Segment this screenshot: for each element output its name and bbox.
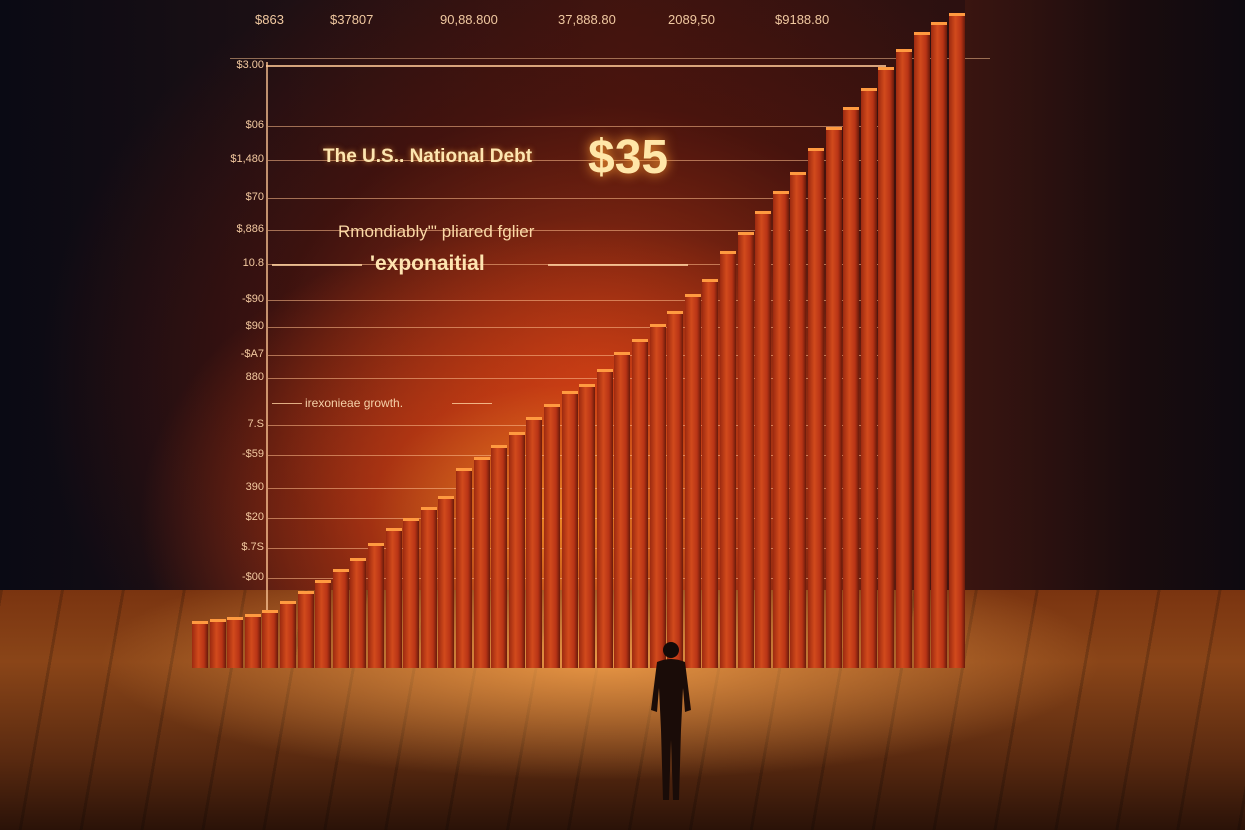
bar <box>280 600 296 668</box>
bar <box>878 67 895 668</box>
bar <box>684 293 701 668</box>
headline-value: $35 <box>588 131 669 184</box>
bar <box>614 351 631 668</box>
bar <box>420 507 437 668</box>
bar <box>368 542 384 668</box>
x-axis-line <box>266 65 886 67</box>
y-tick-label: $1,480 <box>230 153 264 165</box>
bar <box>544 404 560 668</box>
note-rule-right <box>452 403 492 404</box>
gridline <box>268 378 878 379</box>
bar <box>913 31 930 668</box>
dark-wall <box>965 0 1245 600</box>
y-tick-label: $,886 <box>236 223 264 235</box>
bar <box>403 518 420 668</box>
bar <box>843 106 860 668</box>
bar <box>350 557 367 668</box>
bar <box>579 383 596 668</box>
bar <box>332 568 349 668</box>
y-tick-label: -$00 <box>241 571 264 583</box>
y-tick-label: $06 <box>245 119 264 131</box>
bar <box>508 432 525 668</box>
gridline <box>268 230 878 231</box>
bar <box>385 527 402 668</box>
gridline <box>268 126 878 127</box>
x-tick-label: $863 <box>255 12 284 27</box>
y-tick-label: -$90 <box>241 293 264 305</box>
y-tick-label: -$A7 <box>240 348 264 360</box>
standing-man-silhouette <box>651 642 691 800</box>
y-tick-label: 7.S <box>247 418 264 430</box>
x-tick-label: 2089,50 <box>668 12 715 27</box>
y-tick-label: $3.00 <box>236 59 264 71</box>
gridline <box>268 300 878 301</box>
annotation-exponential: 'exponaitial <box>370 252 485 275</box>
x-tick-label: 37,888.80 <box>558 12 616 27</box>
y-axis-line <box>266 62 268 622</box>
bar <box>438 495 455 668</box>
bar <box>262 609 279 668</box>
bar <box>702 278 719 668</box>
y-tick-label: -$59 <box>241 448 264 460</box>
chart-title: The U.S.. National Debt <box>323 146 533 167</box>
bar <box>667 310 684 668</box>
bar <box>825 127 842 668</box>
bar <box>860 87 877 668</box>
x-tick-label: 90,88.800 <box>440 12 498 27</box>
bar <box>456 467 472 668</box>
bar <box>491 445 508 668</box>
gridline <box>268 327 878 328</box>
bar <box>896 48 912 668</box>
top-rule <box>230 58 990 59</box>
bar <box>948 13 965 668</box>
bar <box>632 338 648 668</box>
gridline <box>268 355 878 356</box>
note-rule-left <box>272 403 302 404</box>
y-tick-label: $.7S <box>241 541 264 553</box>
bar <box>561 391 578 668</box>
bar <box>227 617 244 668</box>
annotation-rule-right <box>548 264 688 266</box>
bar <box>192 621 208 668</box>
bar <box>808 147 824 668</box>
annotation-rule-left <box>272 264 362 266</box>
bar <box>244 613 261 668</box>
bar <box>473 456 490 668</box>
y-tick-label: $70 <box>245 191 264 203</box>
bar <box>526 417 543 668</box>
bar <box>297 591 314 668</box>
y-tick-label: $20 <box>245 511 264 523</box>
bar <box>737 231 754 668</box>
y-tick-label: 880 <box>245 371 264 383</box>
bar <box>790 172 807 668</box>
y-tick-label: 10.8 <box>242 257 264 269</box>
bar <box>649 323 666 668</box>
x-tick-label: $37807 <box>330 12 374 27</box>
bar <box>209 619 226 668</box>
bar <box>931 22 948 668</box>
bar <box>596 368 613 668</box>
y-tick-label: 390 <box>245 481 264 493</box>
x-tick-label: $9188.80 <box>775 12 830 27</box>
y-tick-label: $90 <box>245 320 264 332</box>
bar <box>720 250 736 668</box>
bar <box>755 211 772 668</box>
gridline <box>268 160 878 161</box>
annotation-subtitle: Rmondiably"' pliared fglier <box>338 222 535 241</box>
bar <box>772 190 789 668</box>
bar <box>315 580 332 668</box>
gridline <box>268 198 878 199</box>
growth-note: irexonieae growth. <box>305 396 404 410</box>
